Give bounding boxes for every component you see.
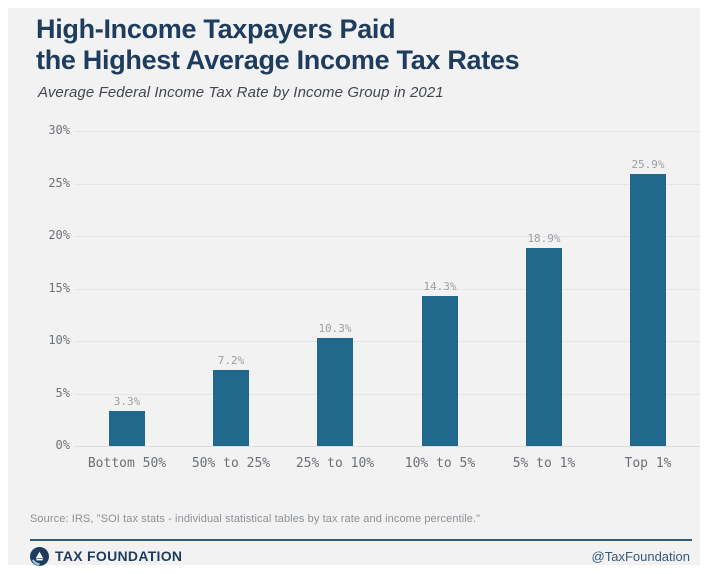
bar-bottom-50 bbox=[109, 411, 145, 446]
gridline bbox=[75, 288, 700, 290]
tax-foundation-logo-icon bbox=[30, 546, 49, 566]
brand-name: TAX FOUNDATION bbox=[55, 548, 183, 564]
bar-value-label: 25.9% bbox=[631, 158, 665, 171]
bar-chart: 0% 5% 10% 15% 20% 25% 30% 3.3% Bottom 50% 7.2% 50%… bbox=[8, 8, 700, 565]
bar-value-label: 7.2% bbox=[217, 354, 245, 367]
y-axis-tick-label: 5% bbox=[55, 385, 70, 400]
x-axis-category-label: 50% to 25% bbox=[191, 456, 271, 471]
footer-divider bbox=[30, 539, 692, 541]
bar-25-to-10 bbox=[317, 338, 353, 446]
x-axis-category-label: 25% to 10% bbox=[295, 456, 375, 471]
infographic-card: High-Income Taxpayers Paid the Highest A… bbox=[8, 8, 700, 566]
bar-value-label: 10.3% bbox=[318, 322, 352, 335]
gridline bbox=[75, 446, 700, 447]
bar-value-label: 18.9% bbox=[527, 232, 561, 245]
x-axis-category-label: 5% to 1% bbox=[512, 456, 576, 471]
page-title: High-Income Taxpayers Paid the Highest A… bbox=[36, 14, 520, 76]
gridline bbox=[75, 341, 700, 342]
bar-value-label: 14.3% bbox=[423, 280, 457, 293]
bar-10-to-5 bbox=[422, 296, 458, 446]
y-axis-tick-label: 25% bbox=[48, 175, 70, 190]
gridline bbox=[75, 131, 700, 132]
y-axis-tick-label: 10% bbox=[48, 333, 70, 347]
gridline bbox=[75, 236, 700, 237]
source-note: Source: IRS, "SOI tax stats - individual… bbox=[30, 513, 481, 525]
bar-value-label: 3.3% bbox=[113, 395, 141, 408]
x-axis-category-label: 10% to 5% bbox=[404, 456, 476, 471]
y-axis-tick-label: 0% bbox=[55, 438, 70, 452]
bar-50-to-25 bbox=[213, 370, 249, 446]
y-axis-tick-label: 30% bbox=[48, 123, 70, 137]
bar-top-1 bbox=[630, 174, 666, 446]
x-axis-category-label: Bottom 50% bbox=[87, 456, 167, 471]
gridline bbox=[75, 183, 700, 185]
bar-5-to-1 bbox=[526, 248, 562, 446]
brand-row: TAX FOUNDATION bbox=[30, 546, 182, 566]
gridline bbox=[75, 393, 700, 395]
social-handle: @TaxFoundation bbox=[591, 549, 690, 564]
x-axis-category-label: Top 1% bbox=[624, 456, 672, 471]
y-axis-tick-label: 15% bbox=[48, 280, 70, 295]
page-subtitle: Average Federal Income Tax Rate by Incom… bbox=[38, 84, 444, 101]
y-axis-tick-label: 20% bbox=[48, 228, 70, 242]
